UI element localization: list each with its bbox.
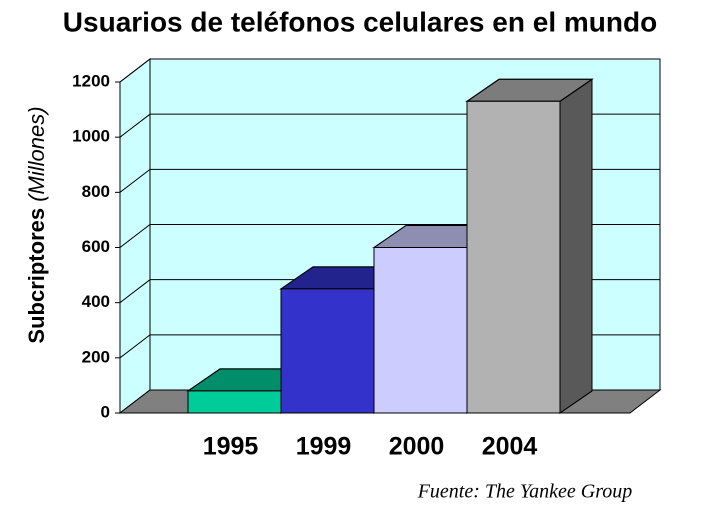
y-label-unit: (Millones) — [24, 106, 49, 201]
y-tick-label: 1200 — [72, 71, 110, 90]
bar — [280, 288, 375, 414]
bar — [373, 247, 468, 414]
y-tick-label: 400 — [82, 292, 110, 311]
source-note: Fuente: The Yankee Group — [417, 481, 633, 503]
bar-side-shade — [559, 78, 593, 414]
x-tick-label: 1995 — [203, 433, 259, 461]
y-tick-label: 1000 — [72, 127, 110, 146]
y-tick-label: 0 — [101, 402, 110, 421]
y-tick-label: 200 — [82, 347, 110, 366]
x-tick-label: 2000 — [389, 433, 445, 461]
y-tick-label: 800 — [82, 182, 110, 201]
x-tick-label: 2004 — [482, 433, 538, 461]
y-tick-label: 600 — [82, 237, 110, 256]
bar — [466, 100, 561, 414]
grid-line — [119, 58, 660, 83]
y-axis-label: Subcriptores (Millones) — [24, 106, 49, 343]
chart-title: Usuarios de teléfonos celulares en el mu… — [63, 6, 657, 37]
bar — [187, 390, 282, 414]
x-tick-label: 1999 — [296, 433, 352, 461]
y-label-main: Subcriptores — [24, 208, 49, 344]
